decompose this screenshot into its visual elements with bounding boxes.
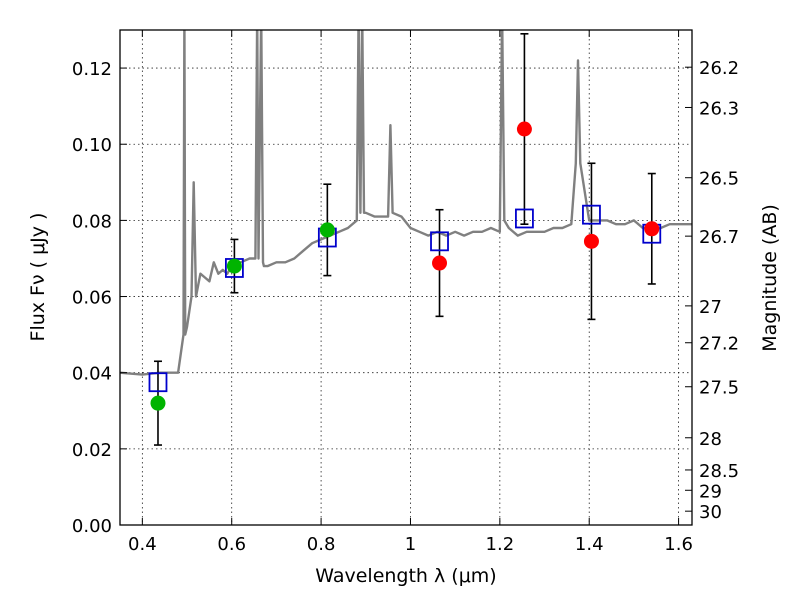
model-photometry-point	[582, 204, 601, 225]
model-spectrum-line	[120, 30, 692, 376]
y-tick-label: 0.00	[72, 516, 112, 537]
x-tick-label: 1	[405, 534, 416, 555]
y-tick-label: 0.06	[72, 288, 112, 309]
magnitude-tick-label: 27.5	[699, 378, 739, 399]
x-tick-label: 1.6	[664, 534, 693, 555]
y-axis-title: Flux Fν ( μJy )	[27, 213, 49, 342]
plot-frame	[119, 29, 693, 526]
observed-point-green	[226, 258, 242, 274]
magnitude-tick-label: 29	[699, 481, 722, 502]
observed-point-red	[583, 233, 599, 249]
magnitude-tick-label: 28.5	[699, 461, 739, 482]
observed-point-green	[319, 222, 335, 238]
model-photometry-point	[515, 208, 534, 229]
y-tick-label: 0.08	[72, 211, 112, 232]
magnitude-tick-label: 27	[699, 297, 722, 318]
model-photometry-point	[148, 372, 168, 393]
y-tick-label: 0.02	[72, 440, 112, 461]
x-tick-label: 0.4	[128, 534, 157, 555]
x-axis-title: Wavelength λ (μm)	[315, 565, 496, 587]
right-axis-title: Magnitude (AB)	[759, 204, 781, 352]
magnitude-tick-label: 26.2	[699, 58, 739, 79]
magnitude-tick-label: 26.7	[699, 227, 739, 248]
observed-point-red	[516, 121, 532, 137]
y-tick-label: 0.10	[72, 135, 112, 156]
plot-area: 0.4 0.6 0.8 1 1.2 1.4 1.6 0.00 0.02 0.04 0.06 0.08 0…	[72, 29, 739, 555]
data-layer	[120, 30, 692, 446]
magnitude-tick-label: 28	[699, 429, 722, 450]
magnitude-tick-label: 27.2	[699, 334, 739, 355]
x-tick-label: 1.2	[486, 534, 515, 555]
x-tick-label: 0.8	[307, 534, 336, 555]
y-tick-label: 0.12	[72, 59, 112, 80]
magnitude-tick-label: 30	[699, 502, 722, 523]
x-tick-label: 1.4	[575, 534, 604, 555]
observed-point-red	[644, 221, 660, 237]
magnitude-tick-label: 26.5	[699, 169, 739, 190]
y-tick-label: 0.04	[72, 364, 112, 385]
magnitude-tick-label: 26.3	[699, 98, 739, 119]
observed-point-green	[150, 395, 166, 411]
x-tick-label: 0.6	[217, 534, 246, 555]
model-photometry-point	[430, 231, 449, 252]
observed-point-red	[432, 255, 448, 271]
